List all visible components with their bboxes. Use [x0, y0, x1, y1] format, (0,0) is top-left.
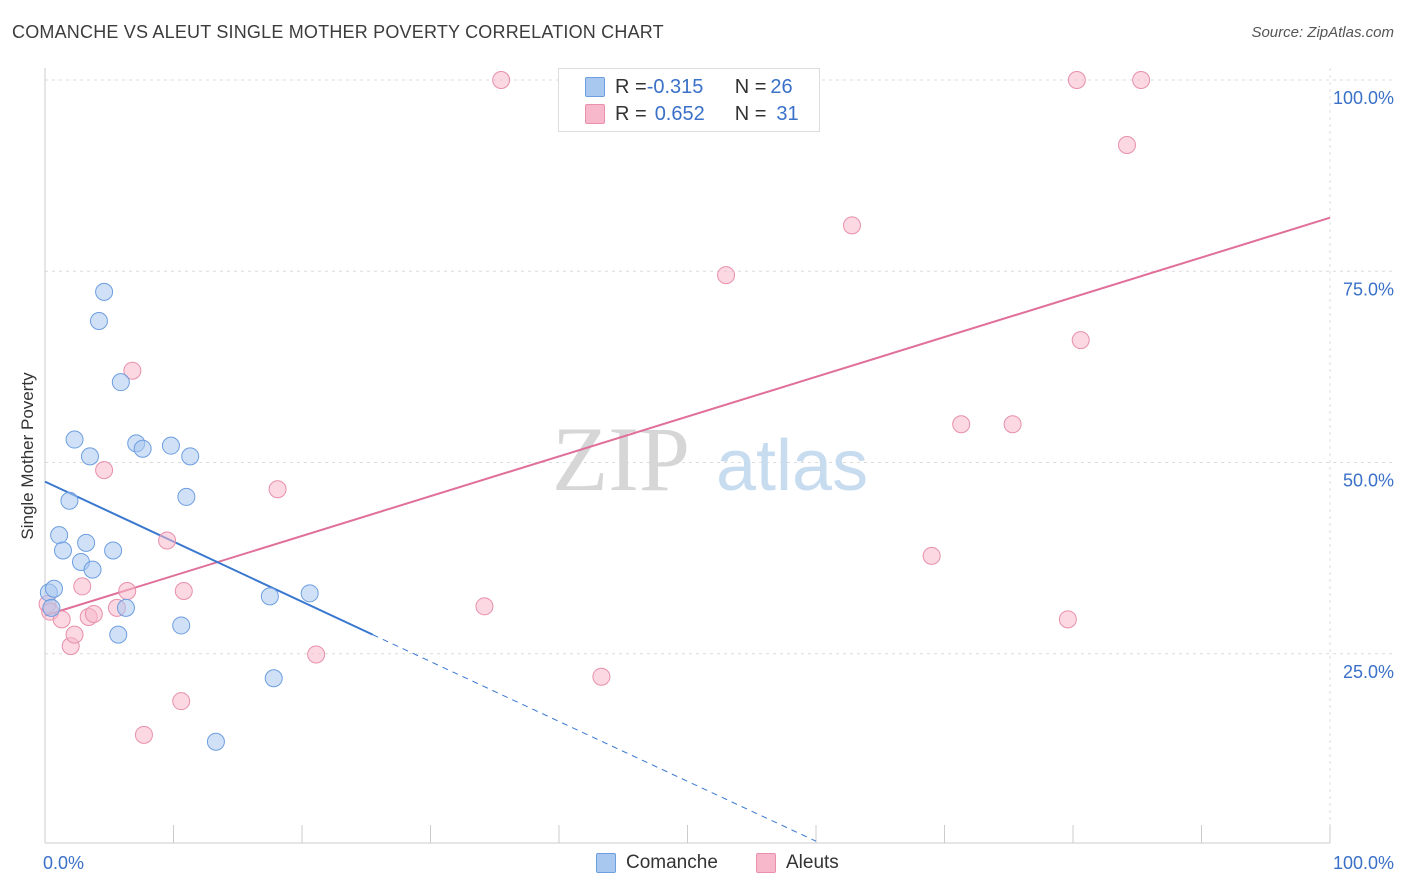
legend-r-value: 0.652: [654, 102, 705, 125]
point-aleuts: [492, 71, 511, 89]
point-aleuts: [952, 415, 971, 434]
point-comanche: [177, 487, 196, 506]
legend-n-label: N =: [734, 102, 767, 125]
point-aleuts: [475, 597, 494, 616]
point-comanche: [44, 579, 63, 598]
legend-label-comanche: Comanche: [626, 852, 718, 873]
point-comanche: [133, 439, 152, 458]
trend-line-comanche: [44, 480, 374, 636]
point-aleuts: [1058, 610, 1077, 629]
point-comanche: [50, 526, 69, 545]
y-tick-label: 25.0%: [1343, 662, 1394, 682]
axes: [44, 68, 1331, 844]
point-aleuts: [1132, 71, 1151, 89]
point-comanche: [80, 447, 99, 466]
legend-r-value: -0.315: [646, 75, 704, 98]
point-comanche: [260, 587, 279, 606]
legend-item-aleuts: Aleuts: [756, 852, 839, 874]
legend-swatch-comanche: [585, 77, 605, 97]
point-aleuts: [717, 266, 736, 285]
point-comanche: [42, 598, 61, 617]
legend-row-aleuts: R = 0.652 N = 31: [585, 102, 799, 126]
point-aleuts: [1067, 71, 1086, 89]
legend-n-label: N =: [734, 75, 767, 98]
point-comanche: [172, 616, 191, 635]
stats-legend: R = -0.315 N = 26 R = 0.652 N = 31: [558, 68, 820, 132]
point-comanche: [95, 282, 114, 301]
legend-item-comanche: Comanche: [596, 852, 718, 874]
point-aleuts: [307, 645, 326, 664]
point-aleuts: [1003, 415, 1022, 434]
point-aleuts: [158, 531, 177, 550]
point-comanche: [60, 491, 79, 510]
point-aleuts: [268, 480, 287, 499]
point-aleuts: [174, 582, 193, 601]
point-aleuts: [65, 625, 84, 644]
watermark-zip: ZIP: [552, 408, 690, 510]
tick-labels: 25.0% 50.0% 75.0% 100.0% 0.0% 100.0%: [43, 88, 1394, 873]
point-aleuts: [592, 667, 611, 686]
point-comanche: [77, 533, 96, 552]
legend-label-aleuts: Aleuts: [786, 852, 839, 873]
point-aleuts: [1117, 136, 1136, 155]
legend-n-value: 31: [776, 102, 799, 125]
point-comanche: [116, 598, 135, 617]
watermark: ZIP atlas: [552, 408, 868, 510]
point-aleuts: [134, 725, 153, 744]
point-comanche: [53, 541, 72, 560]
point-aleuts: [123, 361, 142, 380]
point-aleuts: [172, 692, 191, 711]
watermark-atlas: atlas: [716, 426, 868, 506]
trend-line-comanche-extension: [372, 634, 817, 842]
legend-n-value: 26: [770, 75, 793, 98]
point-comanche: [104, 541, 123, 560]
point-comanche: [300, 584, 319, 603]
point-comanche: [264, 669, 283, 688]
point-aleuts: [922, 546, 941, 565]
x-tick-label: 0.0%: [43, 853, 84, 873]
legend-swatch-comanche: [596, 853, 616, 873]
point-comanche: [109, 625, 128, 644]
point-comanche: [89, 311, 108, 330]
x-tick-label: 100.0%: [1333, 853, 1394, 873]
point-aleuts: [95, 461, 114, 480]
point-aleuts: [842, 216, 861, 235]
legend-r-label: R =: [615, 75, 647, 98]
point-comanche: [65, 430, 84, 449]
y-tick-label: 50.0%: [1343, 471, 1394, 491]
trend-line-aleuts: [44, 216, 1331, 617]
legend-swatch-aleuts: [756, 853, 776, 873]
point-aleuts: [84, 604, 103, 623]
y-tick-label: 100.0%: [1333, 88, 1394, 108]
source-credit: Source: ZipAtlas.com: [1251, 24, 1394, 41]
series-legend: Comanche Aleuts: [0, 852, 1406, 876]
y-tick-label: 75.0%: [1343, 279, 1394, 299]
data-points: [38, 71, 1151, 751]
point-aleuts: [118, 582, 137, 601]
point-aleuts: [1071, 331, 1090, 350]
trend-lines: [44, 216, 1331, 842]
legend-row-comanche: R = -0.315 N = 26: [585, 75, 793, 99]
point-comanche: [83, 560, 102, 579]
point-comanche: [161, 436, 180, 455]
point-aleuts: [73, 577, 92, 596]
point-comanche: [111, 373, 130, 392]
chart-title: COMANCHE VS ALEUT SINGLE MOTHER POVERTY …: [12, 22, 664, 42]
point-comanche: [206, 732, 225, 751]
legend-swatch-aleuts: [585, 104, 605, 124]
point-comanche: [181, 447, 200, 466]
legend-r-label: R =: [615, 102, 647, 125]
point-aleuts: [52, 610, 71, 629]
